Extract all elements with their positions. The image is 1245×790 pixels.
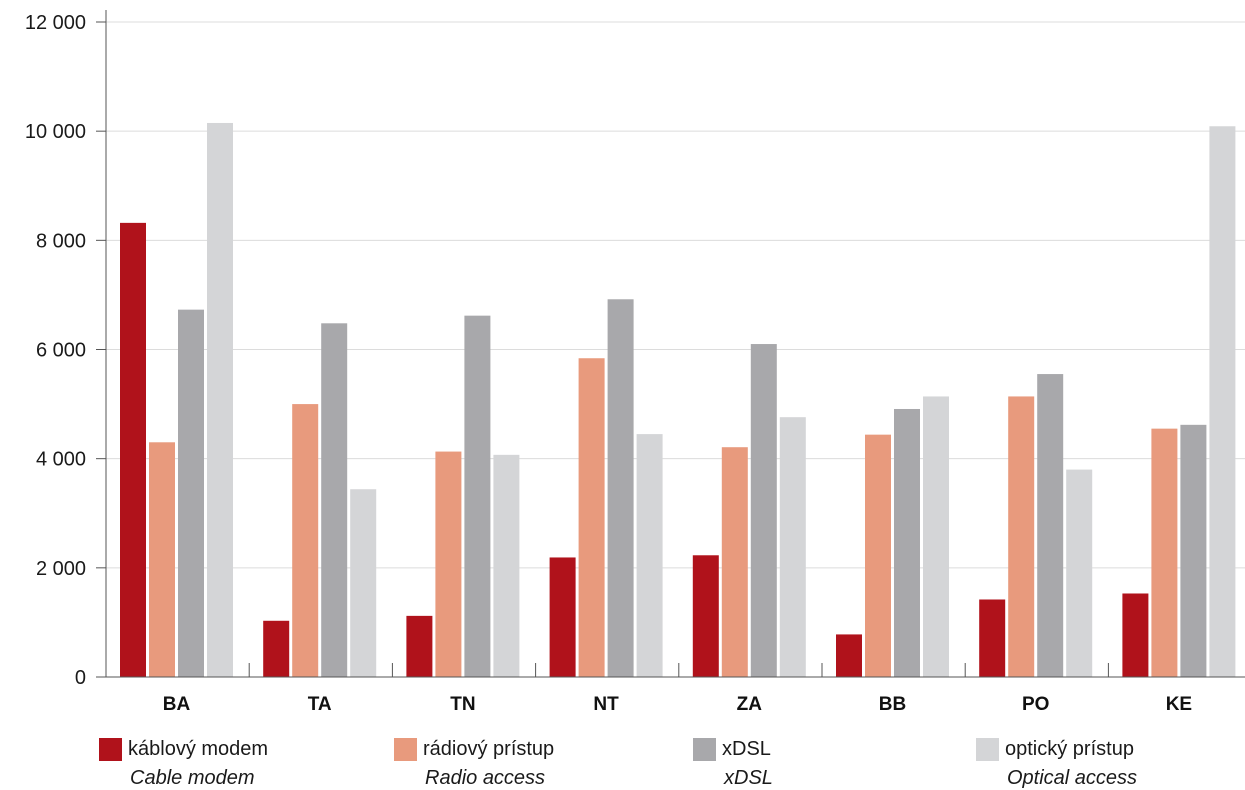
y-tick-label: 4 000 (36, 449, 86, 471)
legend: káblový modem Cable modem rádiový prístu… (0, 734, 1245, 789)
bar-ba-series-2 (178, 309, 204, 677)
legend-label: káblový modem (128, 738, 269, 760)
axes (96, 10, 1245, 678)
legend-label: rádiový prístup (423, 738, 555, 760)
y-tick-label: 12 000 (25, 12, 86, 34)
bar-nt-series-0 (549, 557, 576, 677)
bar-ke-series-1 (1151, 428, 1178, 677)
bar-po-series-3 (1066, 469, 1093, 677)
bar-tn-series-0 (406, 615, 433, 677)
legend-sublabel: Cable modem (130, 767, 255, 789)
bar-bb-series-1 (865, 434, 891, 677)
y-tick-label: 6 000 (36, 340, 86, 362)
y-tick-label: 10 000 (25, 121, 86, 143)
bar-po-series-0 (979, 599, 1006, 677)
bar-nt-series-2 (607, 299, 634, 677)
bar-ba-series-0 (120, 222, 146, 677)
bar-ke-series-3 (1209, 126, 1236, 678)
bar-ke-series-0 (1122, 593, 1149, 677)
legend-swatch-xdsl (693, 738, 716, 761)
legend-sublabel: Optical access (1007, 767, 1138, 789)
bar-za-series-0 (692, 555, 719, 677)
bar-bb-series-2 (894, 408, 920, 677)
bar-ba-series-3 (207, 122, 233, 677)
legend-swatch-optical-access (976, 738, 999, 761)
bar-bb-series-0 (836, 634, 862, 677)
bar-po-series-1 (1008, 396, 1035, 677)
legend-swatch-cable-modem (99, 738, 122, 761)
y-tick-labels: 0 2 000 4 000 6 000 8 000 10 000 12 000 (25, 12, 86, 689)
y-tick-label: 8 000 (36, 230, 86, 252)
bar-bb-series-3 (923, 396, 949, 677)
bar-za-series-1 (721, 447, 748, 677)
bar-tn-series-3 (493, 454, 520, 677)
bar-ke-series-2 (1180, 424, 1207, 677)
bar-ta-series-2 (321, 323, 348, 677)
x-category-label: NT (593, 694, 619, 715)
legend-swatch-radio-access (394, 738, 417, 761)
x-category-label: BA (163, 694, 191, 715)
legend-sublabel: xDSL (724, 767, 773, 789)
bar-za-series-2 (750, 344, 777, 677)
bar-tn-series-1 (435, 451, 462, 677)
x-category-label: ZA (737, 694, 763, 715)
legend-sublabel: Radio access (425, 767, 546, 789)
legend-label: xDSL (722, 738, 771, 760)
y-tick-label: 0 (75, 667, 86, 689)
bar-nt-series-3 (636, 434, 663, 677)
x-category-label: BB (879, 694, 906, 715)
legend-label: optický prístup (1005, 738, 1134, 760)
bar-ta-series-3 (350, 489, 377, 677)
bars (120, 122, 1236, 678)
x-category-label: TN (450, 694, 475, 715)
bar-ta-series-1 (292, 404, 319, 677)
bar-tn-series-2 (464, 315, 491, 677)
bar-nt-series-1 (578, 358, 605, 677)
x-category-label: KE (1166, 694, 1192, 715)
x-category-label: TA (308, 694, 332, 715)
bar-ta-series-0 (263, 620, 290, 677)
bar-za-series-3 (779, 417, 806, 677)
bar-ba-series-1 (149, 442, 175, 677)
x-category-labels: BA TA TN NT ZA BB PO KE (163, 694, 1192, 715)
x-category-label: PO (1022, 694, 1049, 715)
bar-po-series-2 (1037, 374, 1064, 677)
y-tick-label: 2 000 (36, 558, 86, 580)
